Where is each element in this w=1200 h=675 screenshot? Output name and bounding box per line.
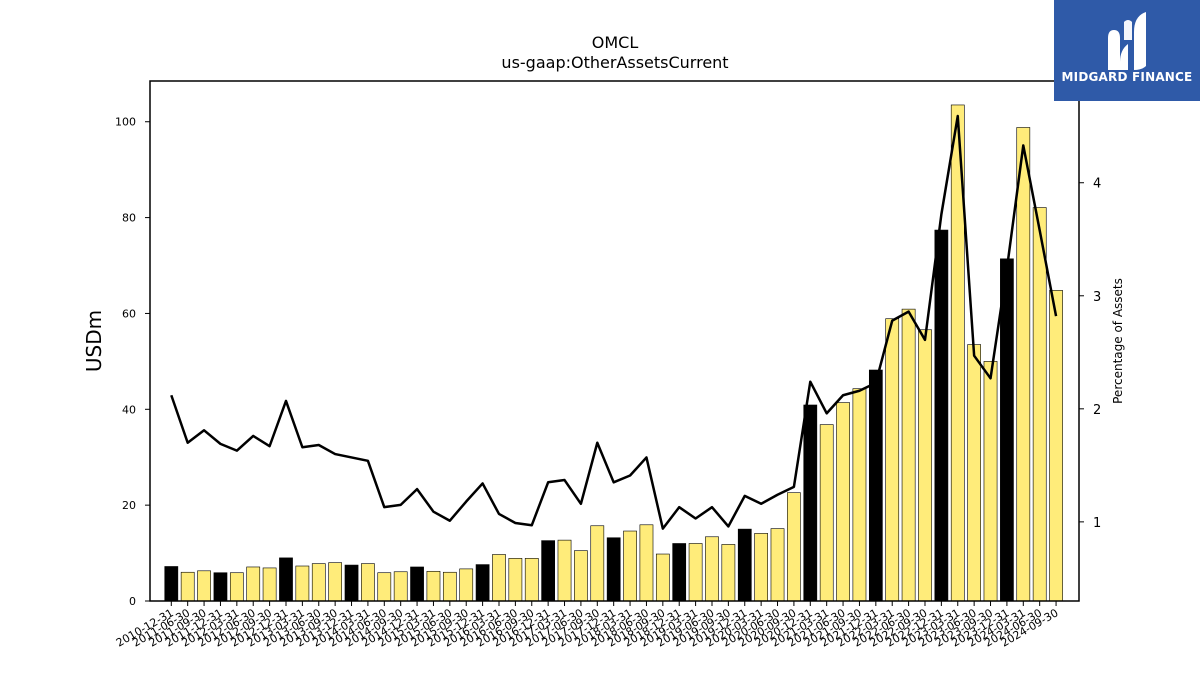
logo-text: MIDGARD FINANCE (1061, 70, 1193, 84)
bar-2011-12-31 (213, 572, 228, 602)
y-tick-label-80: 80 (122, 212, 136, 225)
y2-tick-label-3: 3 (1093, 290, 1101, 305)
bar-2012-03-31 (229, 572, 244, 602)
bar-2019-09-30 (721, 544, 736, 602)
bar-2019-06-30 (705, 536, 719, 602)
bar-2013-12-31 (344, 564, 359, 602)
percentage-line-layer (170, 114, 1058, 530)
x-axis: 2010-12-312011-06-302011-09-302011-12-31… (114, 601, 1061, 650)
y-axis-label: USDm (82, 310, 106, 372)
bar-2015-09-30 (459, 568, 474, 602)
midgard-logo-icon (1108, 12, 1146, 70)
bar-2022-12-31 (934, 229, 949, 602)
bar-2011-06-30 (180, 571, 195, 602)
bar-2020-06-30 (770, 528, 785, 602)
chart-title: OMCL (592, 33, 639, 52)
bar-2014-06-30 (377, 572, 392, 602)
bar-2013-06-30 (311, 563, 326, 602)
bar-2017-03-31 (557, 539, 572, 602)
bar-2019-12-31 (737, 528, 752, 602)
left-axis: 0 20 40 60 80 100 (115, 116, 150, 608)
bar-2023-12-31 (1000, 258, 1014, 602)
bar-2020-12-31 (803, 404, 818, 602)
bar-2011-09-30 (197, 570, 211, 602)
y-tick-label-20: 20 (122, 499, 136, 512)
y2-axis-label: Percentage of Assets (1111, 278, 1125, 404)
bar-2024-06-30 (1032, 207, 1047, 602)
y-tick-label-60: 60 (122, 307, 136, 320)
bar-2016-03-31 (492, 554, 506, 602)
bar-2012-12-31 (279, 557, 293, 602)
bar-2013-03-31 (295, 565, 310, 602)
y2-tick-label-4: 4 (1093, 177, 1101, 192)
bar-2024-09-30 (1049, 290, 1063, 602)
bar-2014-03-31 (361, 563, 375, 602)
right-axis: 1 2 3 4 (1079, 177, 1101, 531)
chart-subtitle: us-gaap:OtherAssetsCurrent (501, 53, 728, 72)
bar-2012-06-30 (246, 566, 261, 602)
bar-2013-09-30 (328, 562, 342, 602)
y2-tick-label-2: 2 (1093, 403, 1101, 418)
bar-2017-06-30 (574, 550, 588, 602)
bar-2022-06-30 (901, 308, 916, 602)
y-tick-label-0: 0 (129, 595, 136, 608)
bar-2016-09-30 (524, 558, 539, 602)
bar-2015-06-30 (442, 571, 457, 602)
bar-2014-09-30 (393, 571, 408, 602)
bars (164, 104, 1063, 602)
y-tick-label-40: 40 (122, 403, 136, 416)
percentage-of-assets-line (170, 114, 1058, 530)
bar-2016-06-30 (508, 558, 523, 602)
plot-frame (149, 80, 1080, 602)
bar-2010-12-31 (164, 566, 179, 602)
bar-2022-09-30 (918, 329, 932, 602)
y2-tick-label-1: 1 (1093, 516, 1101, 531)
bar-2022-03-31 (885, 318, 900, 602)
bar-2014-12-31 (410, 566, 424, 602)
midgard-finance-logo: MIDGARD FINANCE (1054, 0, 1200, 101)
y-tick-label-100: 100 (115, 116, 136, 129)
bar-2017-09-30 (590, 525, 605, 602)
bar-2015-03-31 (426, 570, 441, 602)
bar-2018-09-30 (655, 553, 670, 602)
bar-2016-12-31 (541, 540, 556, 602)
bar-2024-03-31 (1016, 127, 1031, 602)
bar-2020-09-30 (787, 492, 801, 602)
bar-2018-06-30 (639, 524, 654, 602)
bar-2019-03-31 (688, 543, 703, 602)
bar-2021-12-31 (868, 369, 883, 602)
bar-2023-09-30 (983, 361, 998, 602)
bar-2021-03-31 (819, 424, 834, 602)
bar-2021-09-30 (852, 388, 867, 602)
bar-2018-12-31 (672, 543, 687, 602)
bar-2018-03-31 (623, 530, 637, 602)
bar-2021-06-30 (836, 402, 850, 602)
bar-2015-12-31 (475, 564, 490, 602)
bar-2017-12-31 (606, 537, 621, 602)
bar-2012-09-30 (262, 567, 277, 602)
bar-2023-06-30 (967, 344, 982, 602)
bar-2020-03-31 (754, 533, 769, 602)
